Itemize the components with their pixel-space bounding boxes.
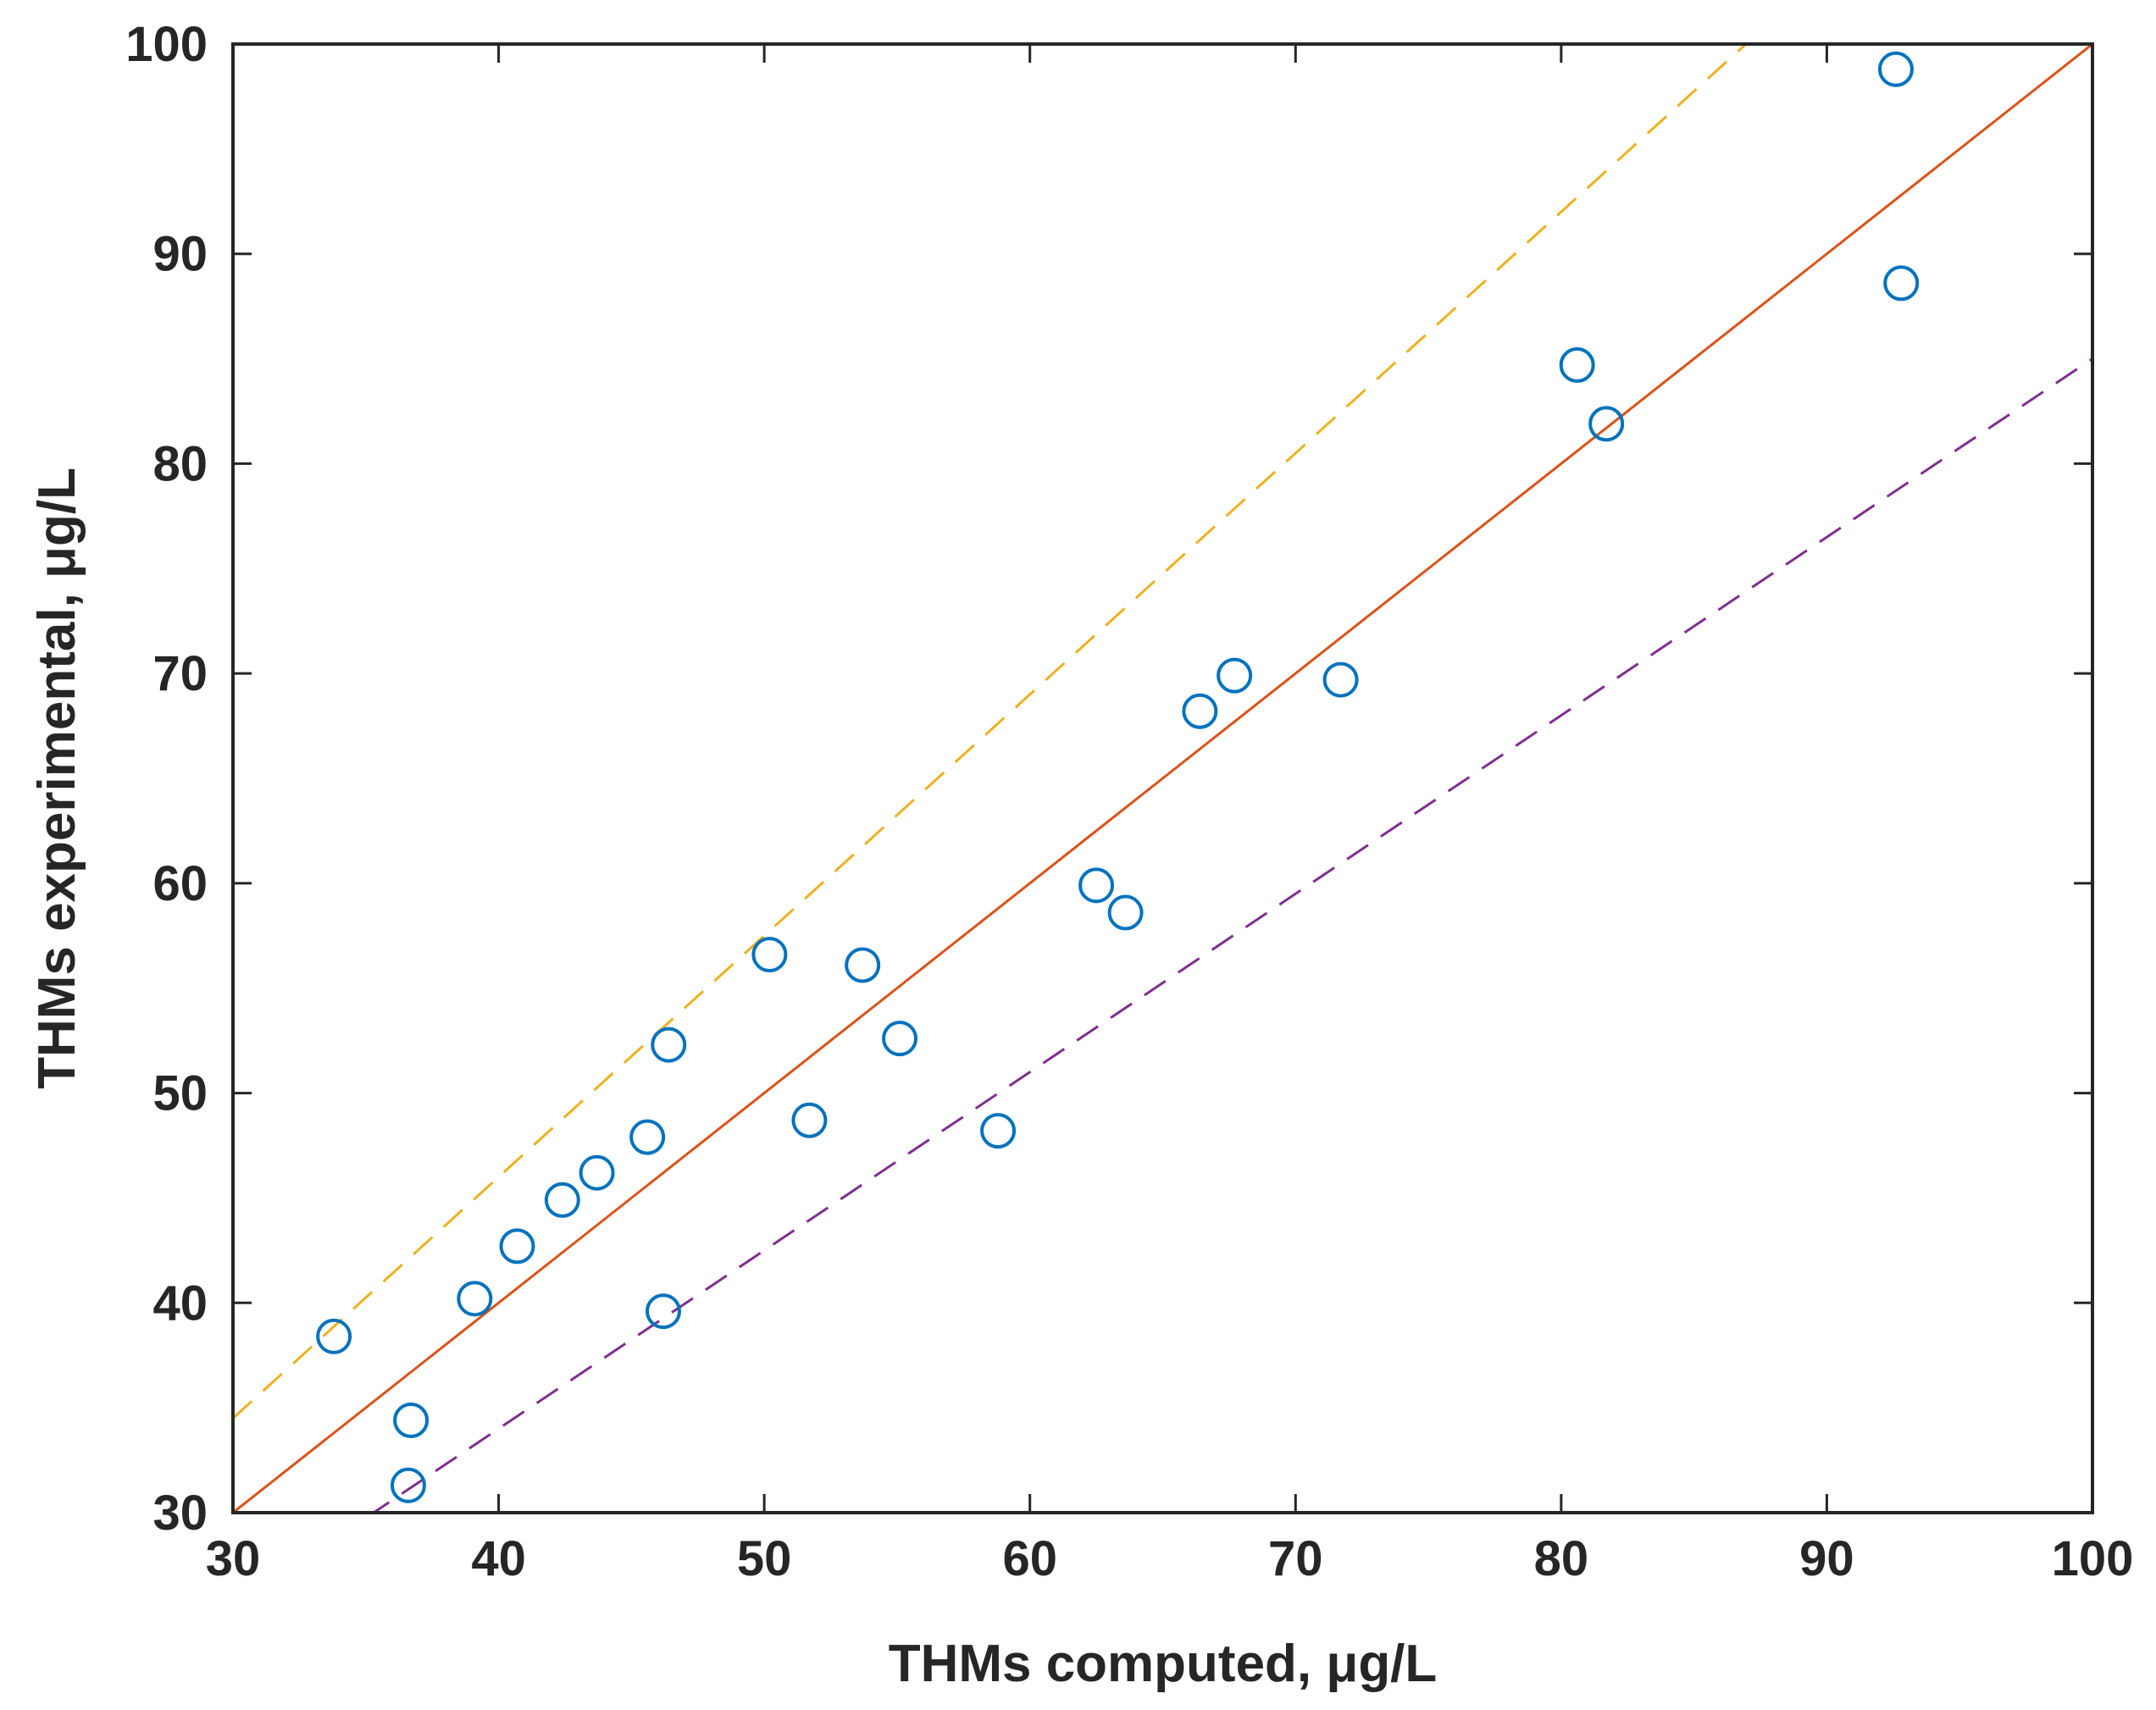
x-tick-label: 70 — [1268, 1531, 1323, 1586]
data-point — [390, 1467, 426, 1503]
y-tick-label: 100 — [125, 17, 208, 72]
data-point — [579, 1154, 615, 1191]
x-axis-label: THMs computed, μg/L — [889, 1635, 1438, 1693]
data-point — [845, 947, 881, 983]
data-point — [1182, 693, 1218, 729]
data-point — [457, 1281, 493, 1317]
data-point — [882, 1021, 918, 1057]
y-tick-label: 90 — [152, 227, 208, 282]
data-point — [629, 1119, 666, 1155]
data-point — [499, 1228, 535, 1265]
data-point — [1322, 661, 1359, 698]
x-tick-label: 30 — [206, 1531, 261, 1586]
y-axis-label: THMs experimental, μg/L — [28, 468, 86, 1089]
data-point — [751, 937, 788, 973]
data-point — [393, 1403, 430, 1439]
reference-line-2 — [233, 44, 1749, 1419]
data-point — [1217, 657, 1253, 694]
y-tick-label: 30 — [152, 1486, 208, 1541]
data-point — [980, 1113, 1017, 1149]
reference-line-3 — [371, 357, 2092, 1513]
plot-area — [231, 42, 2094, 1514]
data-point — [1078, 867, 1115, 904]
data-point — [651, 1027, 687, 1063]
data-point — [645, 1293, 681, 1330]
y-tick-label: 70 — [152, 646, 208, 701]
data-point — [544, 1182, 580, 1218]
data-point — [1877, 51, 1914, 87]
data-point — [1588, 406, 1625, 442]
data-point — [1883, 265, 1920, 302]
reference-lines — [233, 44, 2092, 1513]
data-point — [316, 1318, 352, 1354]
data-point — [1559, 347, 1595, 384]
x-tick-label: 80 — [1534, 1531, 1589, 1586]
y-axis-ticks: 30 40 50 60 70 80 90 100 — [125, 17, 2092, 1541]
data-points — [316, 51, 1920, 1503]
x-axis-ticks: 30 40 50 60 70 80 90 100 — [206, 44, 2134, 1586]
x-tick-label: 90 — [1799, 1531, 1854, 1586]
data-point — [1107, 894, 1144, 931]
x-tick-label: 50 — [737, 1531, 792, 1586]
x-tick-label: 40 — [471, 1531, 526, 1586]
x-tick-label: 60 — [1002, 1531, 1057, 1586]
y-tick-label: 60 — [152, 856, 208, 911]
data-point — [791, 1102, 828, 1138]
x-tick-label: 100 — [2052, 1531, 2134, 1586]
y-tick-label: 40 — [152, 1276, 208, 1331]
y-tick-label: 50 — [152, 1066, 208, 1121]
reference-line-1 — [233, 44, 2092, 1513]
y-tick-label: 80 — [152, 436, 208, 491]
